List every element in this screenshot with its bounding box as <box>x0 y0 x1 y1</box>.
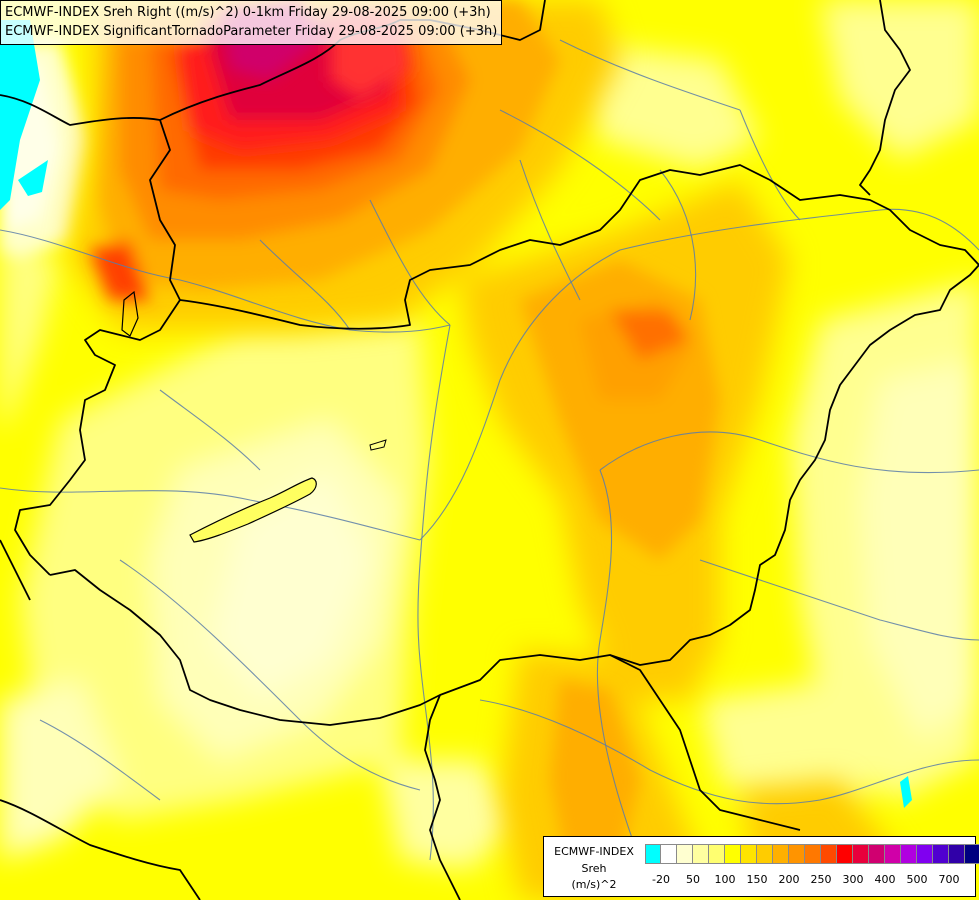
legend-tick-label: 700 <box>938 873 960 886</box>
cyan-low-zone <box>0 20 40 210</box>
legend-tick-label: 250 <box>810 873 832 886</box>
legend-swatch <box>949 844 965 864</box>
rivers <box>0 39 979 861</box>
legend-swatch <box>693 844 709 864</box>
map-title-line-2: ECMWF-INDEX SignificantTornadoParameter … <box>5 24 498 39</box>
map-title-line-1: ECMWF-INDEX Sreh Right ((m/s)^2) 0-1km F… <box>5 5 491 20</box>
legend-swatch <box>741 844 757 864</box>
legend-swatch <box>885 844 901 864</box>
legend-source: ECMWF-INDEX <box>554 845 634 858</box>
legend-swatch <box>773 844 789 864</box>
legend-swatch <box>805 844 821 864</box>
color-legend: ECMWF-INDEX Sreh (m/s)^2 -20 50 100 150 200 2… <box>543 836 979 897</box>
legend-swatches <box>645 844 979 864</box>
legend-swatch <box>725 844 741 864</box>
legend-swatch <box>757 844 773 864</box>
legend-swatch <box>837 844 853 864</box>
lake-neusiedl <box>121 290 139 337</box>
legend-swatch <box>709 844 725 864</box>
legend-swatch <box>869 844 885 864</box>
legend-tick-label: 100 <box>714 873 736 886</box>
legend-parameter: Sreh <box>581 862 607 875</box>
map-title-box: ECMWF-INDEX Sreh Right ((m/s)^2) 0-1km F… <box>0 0 503 45</box>
legend-tick-label: 150 <box>746 873 768 886</box>
legend-swatch <box>661 844 677 864</box>
legend-tick-label: 500 <box>906 873 928 886</box>
legend-unit: (m/s)^2 <box>571 878 617 891</box>
legend-swatch <box>965 844 979 864</box>
cyan-low-zone-southeast <box>900 776 912 808</box>
legend-swatch <box>933 844 949 864</box>
legend-tick-label: -20 <box>652 873 670 886</box>
legend-tick-label: 300 <box>842 873 864 886</box>
cyan-low-zone-small <box>18 160 48 196</box>
legend-swatch <box>901 844 917 864</box>
legend-swatch <box>853 844 869 864</box>
legend-swatch <box>645 844 661 864</box>
legend-tick-label: 400 <box>874 873 896 886</box>
legend-tick-label: 50 <box>686 873 700 886</box>
lake-small <box>369 439 387 451</box>
legend-tick-label: 200 <box>778 873 800 886</box>
lake-balaton <box>189 477 317 543</box>
legend-swatch <box>677 844 693 864</box>
low-helicity-zones <box>0 0 979 870</box>
legend-swatch <box>789 844 805 864</box>
legend-swatch <box>821 844 837 864</box>
legend-swatch <box>917 844 933 864</box>
